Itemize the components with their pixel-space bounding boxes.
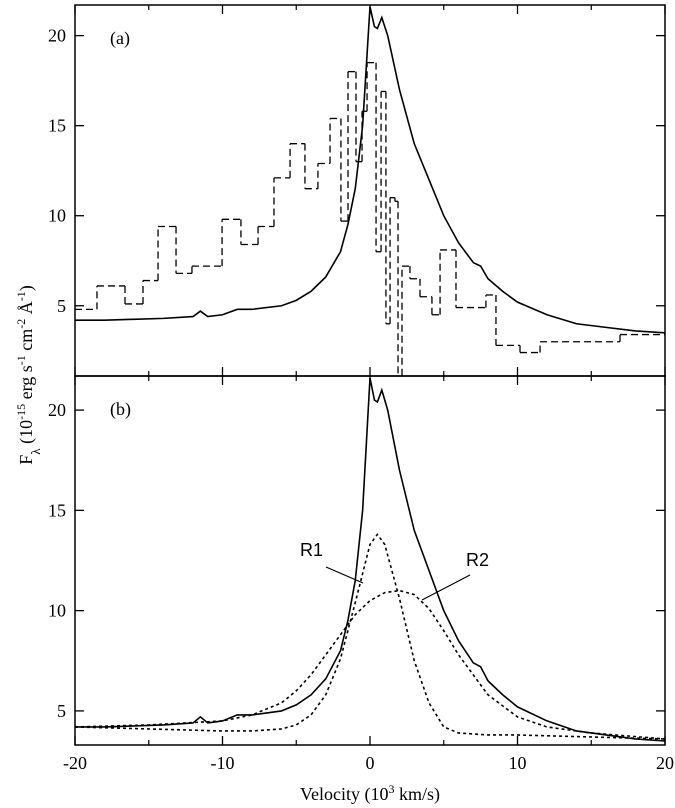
- x-tick-label: 20: [656, 753, 674, 773]
- y-tick-label: 20: [48, 26, 66, 46]
- annotation-leader: [421, 574, 471, 601]
- x-axis-label: Velocity (103 km/s): [300, 782, 440, 805]
- label-part: Å: [16, 301, 36, 319]
- x-tick-label: -20: [63, 753, 87, 773]
- x-tick-label: 0: [366, 753, 375, 773]
- label-part: cm: [16, 329, 36, 356]
- series-group: [75, 377, 665, 742]
- annotation: (b): [110, 399, 131, 420]
- label-part: -1: [14, 355, 28, 365]
- y-tick-label: 20: [48, 400, 66, 420]
- x-tick-label: 10: [509, 753, 527, 773]
- label-part: -15: [14, 404, 28, 420]
- y-tick-label: 5: [57, 701, 66, 721]
- label-part: 3: [388, 782, 394, 796]
- label-part: Velocity (10: [300, 784, 388, 805]
- label-part: -1: [14, 291, 28, 301]
- label-part: km/s): [394, 784, 440, 805]
- line-series: [75, 533, 665, 740]
- annotation: R2: [466, 550, 489, 570]
- plot-frame: [74, 375, 666, 746]
- label-part: λ: [28, 448, 43, 455]
- label-part: ): [16, 285, 37, 291]
- annotation: R1: [300, 540, 323, 560]
- annotation: (a): [110, 28, 130, 49]
- y-tick-label: 15: [48, 116, 66, 136]
- x-tick-label: -10: [211, 753, 235, 773]
- y-tick-label: 10: [48, 206, 66, 226]
- line-series: [75, 377, 665, 742]
- line-series: [75, 589, 665, 740]
- y-tick-label: 15: [48, 500, 66, 520]
- y-tick-label: 5: [57, 296, 66, 316]
- annotation-leader: [325, 566, 364, 584]
- panel: 5 10 15 20 (a): [48, 4, 666, 377]
- plot-frame: [74, 4, 666, 377]
- label-part: -2: [14, 319, 28, 329]
- series-group: [75, 6, 665, 376]
- panel: 5 10 15 20 -20 -10 0 10 20 (b) R1 R2: [48, 375, 674, 773]
- label-part: F: [16, 455, 36, 465]
- label-part: (10: [16, 420, 37, 449]
- y-axis-label: Fλ (10-15 erg s-1 cm-2 Å-1): [14, 285, 43, 465]
- y-tick-label: 10: [48, 601, 66, 621]
- line-series: [75, 6, 665, 334]
- label-part: erg s: [16, 365, 36, 404]
